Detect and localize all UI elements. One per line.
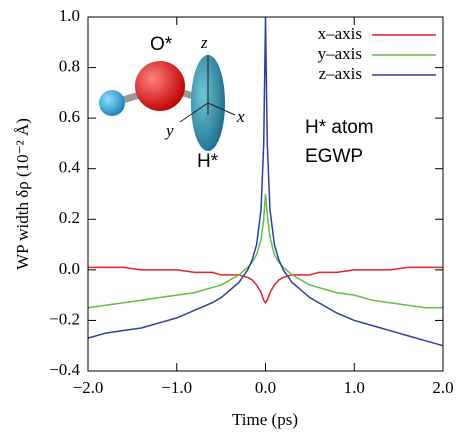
plot-frame: [87, 16, 444, 372]
data-line: [88, 266, 443, 305]
x-tick-label: 1.0: [344, 378, 365, 397]
inset-label: H*: [197, 151, 219, 172]
data-line: [87, 193, 443, 309]
inset-label: y: [164, 121, 174, 140]
molecule-inset: [99, 55, 236, 151]
x-axis-label: Time (ps): [232, 410, 298, 429]
legend-label: x–axis: [318, 24, 362, 43]
y-tick-label: −0.2: [49, 309, 80, 328]
y-axis-label: WP width δρ (10⁻² Å): [13, 118, 32, 270]
x-tick-label: −2.0: [73, 378, 104, 397]
x-tick-label: −1.0: [161, 378, 192, 397]
inset-label: z: [200, 33, 208, 52]
annotation: EGWP: [305, 146, 363, 167]
x-tick-label: 0.0: [255, 378, 276, 397]
inset-label: O*: [150, 34, 173, 55]
annotation: H* atom: [305, 117, 374, 138]
x-tick-label: 2.0: [432, 378, 453, 397]
data-line: [87, 16, 444, 347]
y-tick-label: 0.6: [59, 107, 80, 126]
y-tick-label: 0.8: [59, 56, 80, 75]
y-tick-label: 0.4: [59, 158, 81, 177]
legend-label: y–axis: [318, 44, 362, 63]
y-tick-label: 0.0: [59, 259, 80, 278]
legend-label: z–axis: [319, 64, 362, 83]
y-tick-label: −0.4: [49, 360, 80, 379]
y-tick-label: 1.0: [59, 6, 80, 25]
inset-label: x: [236, 107, 245, 126]
y-tick-label: 0.2: [59, 208, 80, 227]
